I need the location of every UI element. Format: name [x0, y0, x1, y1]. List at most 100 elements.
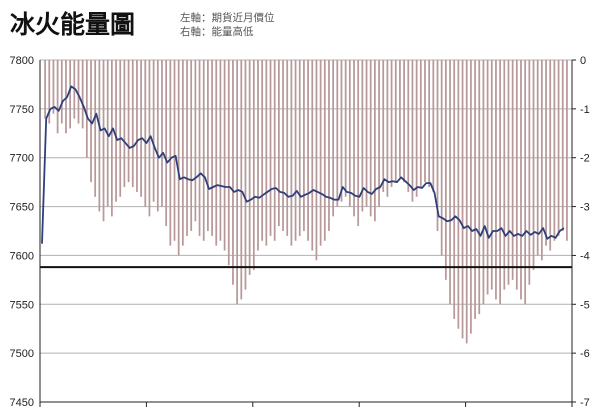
right-axis-tick-label: -2: [580, 153, 590, 165]
right-axis-tick-label: -3: [580, 202, 590, 214]
energy-bar: [190, 60, 193, 231]
energy-bar: [102, 60, 105, 222]
energy-bar: [277, 60, 280, 227]
energy-bar: [478, 60, 481, 315]
energy-bar: [223, 60, 226, 251]
energy-bar: [407, 60, 410, 192]
axes-layer: 7800 7750 7700 7650 7600 7550 7500 7450 0 -1 -2 -3 -…: [10, 55, 590, 409]
energy-bar: [290, 60, 293, 246]
energy-bar: [69, 60, 72, 129]
energy-bar: [136, 60, 138, 192]
energy-bar: [48, 60, 51, 124]
energy-bar: [490, 60, 493, 290]
left-axis-tick-label: 7500: [10, 348, 34, 360]
energy-bar: [85, 60, 88, 158]
energy-bar: [332, 60, 335, 217]
energy-bar: [561, 60, 564, 231]
energy-bar: [453, 60, 456, 319]
energy-bar: [399, 60, 401, 178]
left-axis-tick-label: 7650: [10, 202, 34, 214]
energy-bar: [461, 60, 464, 339]
energy-bar: [248, 60, 251, 275]
energy-bar: [566, 60, 568, 241]
energy-bar: [465, 60, 468, 344]
right-axis-tick-label: -5: [580, 299, 590, 311]
energy-bar: [432, 60, 435, 192]
energy-bar: [261, 60, 264, 241]
left-axis-tick-label: 7600: [10, 250, 34, 262]
energy-bar: [403, 60, 405, 183]
energy-bar: [449, 60, 451, 305]
energy-bar: [282, 60, 284, 231]
energy-bar: [311, 60, 314, 251]
energy-bar: [553, 60, 556, 241]
energy-bar: [240, 60, 243, 300]
right-axis-tick-label: -7: [580, 397, 590, 409]
energy-bar: [336, 60, 339, 207]
energy-bar: [140, 60, 142, 197]
energy-bar: [520, 60, 522, 300]
energy-bar: [165, 60, 168, 227]
energy-bar: [528, 60, 531, 285]
energy-bar: [545, 60, 547, 246]
energy-bar: [194, 60, 197, 222]
right-axis-tick-label: -1: [580, 104, 590, 116]
left-axis-tick-label: 7700: [10, 153, 34, 165]
energy-bar: [503, 60, 506, 290]
chart-subtitle-right-axis: 右軸：能量高低: [180, 25, 254, 38]
energy-bar: [340, 60, 343, 202]
energy-bar: [444, 60, 447, 280]
energy-bar: [378, 60, 380, 207]
energy-bar: [307, 60, 309, 241]
energy-bar: [319, 60, 322, 246]
energy-bar: [232, 60, 234, 285]
energy-bar: [181, 60, 184, 246]
energy-bar: [390, 60, 393, 188]
energy-bar: [227, 60, 230, 266]
energy-bar: [273, 60, 276, 241]
energy-bar: [207, 60, 209, 231]
energy-bar: [286, 60, 289, 236]
energy-bar: [419, 60, 422, 188]
energy-bar: [152, 60, 155, 202]
energy-bar: [123, 60, 126, 188]
energy-bar: [177, 60, 180, 256]
right-axis-tick-label: -6: [580, 348, 590, 360]
energy-bar: [56, 60, 59, 134]
energy-bar: [215, 60, 218, 246]
energy-bar: [315, 60, 318, 261]
energy-bar: [470, 60, 472, 334]
energy-bar: [411, 60, 414, 202]
energy-bar: [474, 60, 476, 319]
energy-bar: [60, 60, 63, 124]
energy-bar: [269, 60, 272, 236]
energy-bar: [540, 60, 543, 261]
energy-bar: [131, 60, 134, 188]
energy-bar: [499, 60, 501, 305]
energy-bar: [524, 60, 527, 305]
energy-bar: [386, 60, 389, 197]
energy-bar: [144, 60, 147, 207]
energy-bar: [424, 60, 426, 183]
energy-bar: [495, 60, 497, 300]
energy-bar: [374, 60, 376, 222]
energy-bar: [365, 60, 368, 207]
energy-bar: [294, 60, 297, 241]
energy-bar: [77, 60, 80, 124]
energy-bar: [186, 60, 188, 236]
left-axis-tick-label: 7800: [10, 55, 34, 67]
left-axis-tick-label: 7550: [10, 299, 34, 311]
energy-bar: [382, 60, 385, 192]
energy-bar: [515, 60, 518, 290]
price-line: [41, 85, 565, 244]
energy-bar: [257, 60, 259, 251]
energy-bar: [81, 60, 84, 129]
energy-bar: [323, 60, 326, 241]
chart-subtitle-left-axis: 左軸：期貨近月價位: [180, 11, 275, 24]
energy-bar: [357, 60, 360, 227]
energy-bar: [440, 60, 443, 256]
energy-bar: [369, 60, 372, 217]
left-axis-tick-label: 7450: [10, 397, 34, 409]
energy-bar: [98, 60, 101, 212]
energy-bar: [482, 60, 485, 305]
